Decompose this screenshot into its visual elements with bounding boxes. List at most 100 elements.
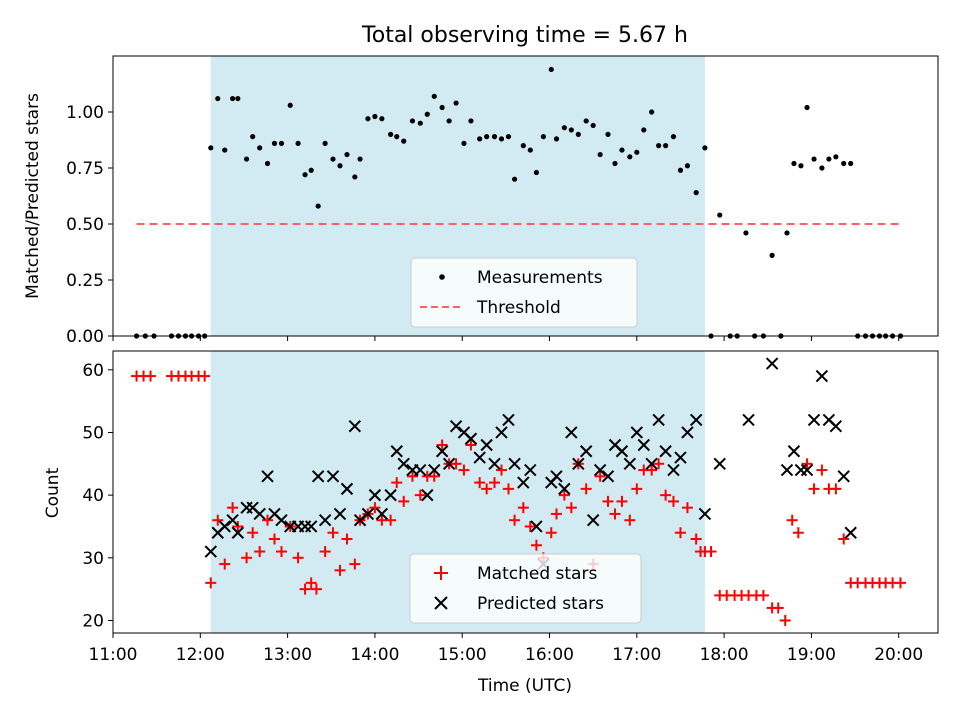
measurement-point: [401, 138, 407, 144]
matched-star-point: [565, 502, 577, 514]
predicted-star-point: [480, 438, 493, 452]
matched-star-point: [474, 477, 486, 489]
measurement-point: [663, 143, 669, 149]
measurement-point: [791, 160, 797, 167]
measurement-point: [287, 102, 293, 108]
matched-star-point: [816, 464, 828, 476]
measurement-point: [235, 95, 241, 102]
matched-star-point: [334, 564, 346, 576]
matched-star-point: [262, 514, 274, 526]
measurement-point: [841, 160, 847, 167]
predicted-star-point: [689, 413, 703, 427]
top-y-tick-label: 0.25: [66, 271, 104, 291]
measurement-point: [424, 111, 430, 117]
measurement-point: [330, 156, 336, 162]
measurement-point: [743, 230, 749, 236]
predicted-star-point: [713, 457, 726, 471]
matched-star-point: [786, 514, 798, 526]
matched-star-point: [398, 495, 410, 507]
measurement-point: [417, 120, 423, 126]
legend-measurements-label: Measurements: [477, 268, 603, 288]
matched-star-point: [830, 483, 842, 495]
matched-star-point: [391, 477, 403, 489]
predicted-star-point: [473, 451, 486, 464]
matched-star-point: [319, 546, 331, 558]
measurement-point: [684, 163, 691, 169]
matched-star-point: [609, 508, 621, 520]
measurement-point: [491, 134, 498, 140]
predicted-star-point: [765, 357, 779, 370]
predicted-star-point: [659, 445, 672, 458]
predicted-star-point: [428, 463, 441, 477]
measurement-point: [561, 125, 567, 131]
predicted-star-point: [844, 526, 857, 539]
predicted-star-point: [333, 507, 347, 521]
bottom-x-axis-ticks: 11:00 12:00 13:00 14:00 15:00 16:00 17:00 18:00…: [89, 633, 923, 665]
predicted-star-point: [615, 445, 629, 458]
measurement-point: [322, 140, 328, 146]
top-panel: 0.00 0.25 0.50 0.75 1.00 Matched/Predicted s…: [23, 55, 939, 347]
top-y-tick-label: 0.75: [66, 159, 104, 179]
measurement-point: [409, 118, 416, 124]
predicted-star-point: [787, 445, 801, 458]
matched-star-point: [545, 527, 557, 539]
matched-star-point: [247, 527, 259, 539]
predicted-star-point: [630, 426, 644, 439]
measurement-point: [468, 118, 474, 124]
measurement-point: [826, 156, 832, 162]
matched-star-point: [205, 577, 217, 589]
measurement-point: [257, 145, 263, 151]
matched-star-point: [212, 514, 224, 526]
matched-star-point: [489, 477, 501, 489]
predicted-star-point: [837, 470, 850, 483]
measurement-point: [553, 136, 560, 142]
predicted-star-point: [572, 457, 585, 471]
matched-star-point: [414, 489, 426, 501]
measurement-point: [484, 134, 490, 140]
matched-star-point: [299, 583, 311, 595]
matched-star-point: [227, 502, 239, 514]
measurement-point: [446, 118, 452, 124]
legend-measurements-marker: [439, 274, 445, 280]
top-x-axis-ticks: [112, 336, 900, 341]
predicted-star-point: [340, 482, 354, 496]
measurement-point: [431, 93, 437, 99]
bottom-legend: Matched stars Predicted stars: [409, 553, 642, 624]
bottom-x-tick-label: 12:00: [176, 645, 225, 665]
figure-title: Total observing time = 5.67 h: [361, 23, 688, 48]
measurement-point: [693, 190, 699, 196]
legend-predicted-marker: [434, 596, 448, 610]
measurement-point: [230, 95, 236, 102]
top-y-tick-label: 1.00: [66, 103, 104, 123]
bottom-y-tick-label: 20: [82, 611, 104, 631]
predicted-star-point: [586, 513, 600, 527]
predicted-star-point: [390, 445, 403, 458]
matched-star-point: [305, 577, 317, 589]
predicted-star-point: [517, 476, 530, 489]
measurement-point: [619, 147, 625, 153]
matched-star-point: [349, 558, 361, 570]
predicted-star-point: [204, 545, 217, 558]
measurement-point: [819, 165, 825, 171]
predicted-star-point: [623, 457, 637, 471]
matched-star-point: [530, 539, 542, 551]
matched-star-point: [292, 552, 304, 564]
matched-star-point: [145, 370, 157, 382]
predicted-star-point: [348, 419, 362, 433]
predicted-star-point: [550, 470, 563, 483]
predicted-star-point: [645, 457, 658, 471]
bottom-x-tick-label: 18:00: [700, 645, 749, 665]
measurement-point: [357, 156, 363, 162]
predicted-star-point: [530, 520, 543, 533]
predicted-star-point: [326, 470, 340, 483]
predicted-star-point: [815, 369, 829, 383]
bottom-x-tick-label: 11:00: [89, 645, 138, 665]
measurement-point: [308, 167, 314, 173]
matched-star-point: [757, 589, 769, 601]
matched-star-point: [327, 527, 339, 539]
matched-star-point: [428, 470, 440, 482]
measurement-point: [583, 118, 589, 124]
matched-star-point: [801, 458, 813, 470]
predicted-star-point: [807, 413, 821, 427]
predicted-star-point: [508, 457, 521, 471]
